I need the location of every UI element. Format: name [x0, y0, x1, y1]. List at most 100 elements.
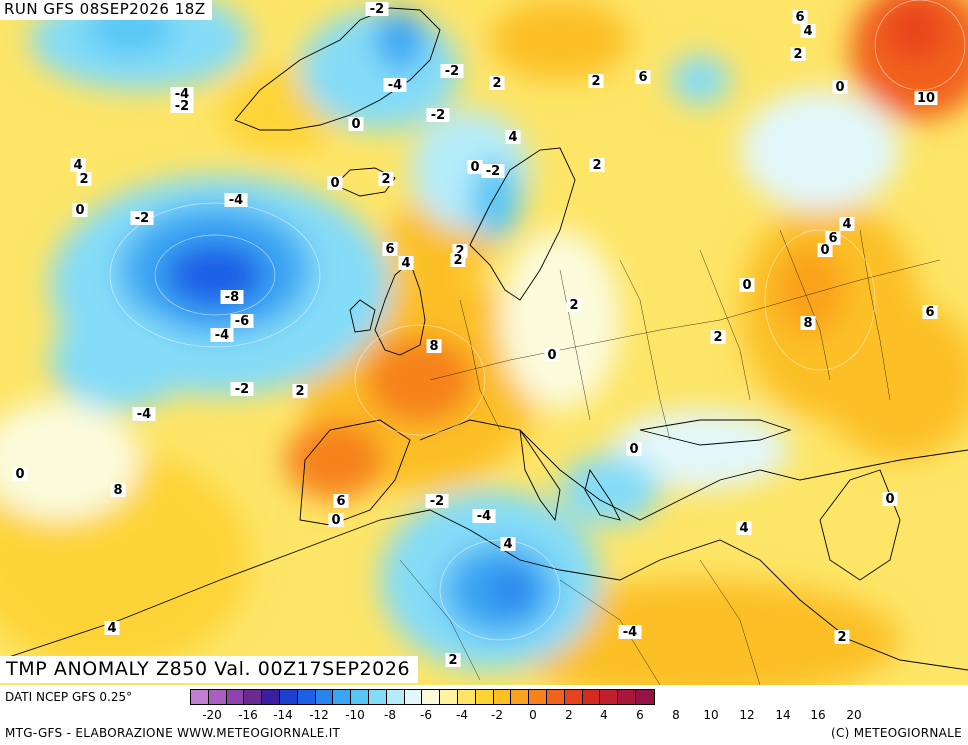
anomaly-label: 4 [70, 158, 86, 173]
anomaly-label: 2 [589, 158, 605, 173]
svg-text:6: 6 [336, 494, 345, 509]
anomaly-label: 2 [292, 384, 308, 399]
iceland-coast [334, 167, 396, 197]
svg-text:8: 8 [113, 483, 122, 498]
anomaly-label: 2 [489, 76, 505, 91]
color-scale-swatch [244, 690, 263, 704]
svg-text:-4: -4 [175, 87, 189, 102]
svg-text:4: 4 [73, 158, 82, 173]
svg-text:4: 4 [803, 24, 812, 39]
anomaly-label: 4 [104, 621, 120, 636]
anomaly-label: 6 [825, 231, 841, 246]
svg-text:2: 2 [295, 384, 304, 399]
anomaly-label: 2 [710, 330, 726, 345]
anomaly-label: 2 [378, 172, 394, 187]
anomaly-label: 6 [922, 305, 938, 320]
anomaly-label: 8 [800, 316, 816, 331]
svg-text:8: 8 [429, 339, 438, 354]
svg-text:-6: -6 [235, 314, 249, 329]
italy-coast [519, 429, 561, 522]
anomaly-label: 0 [467, 160, 483, 175]
color-scale-swatch [368, 690, 387, 704]
svg-text:-4: -4 [388, 78, 402, 93]
color-scale-swatch [208, 690, 227, 704]
caspian-coast [819, 469, 901, 581]
data-source: DATI NCEP GFS 0.25° [5, 690, 133, 704]
color-scale-tick: 14 [775, 708, 791, 722]
svg-text:6: 6 [638, 70, 647, 85]
color-scale-swatch [333, 690, 352, 704]
color-scale-tick: 12 [739, 708, 755, 722]
anomaly-label: 6 [333, 494, 349, 509]
anomaly-label: 0 [544, 348, 560, 363]
svg-text:-4: -4 [229, 193, 243, 208]
anomaly-label: -2 [170, 99, 194, 114]
svg-text:4: 4 [401, 256, 410, 271]
greenland-coast [234, 7, 441, 131]
anomaly-label: 0 [72, 203, 88, 218]
color-scale-swatches [190, 689, 655, 705]
anomaly-label: -4 [210, 328, 234, 343]
svg-text:4: 4 [107, 621, 116, 636]
color-scale-swatch [546, 690, 565, 704]
svg-text:2: 2 [837, 630, 846, 645]
svg-text:0: 0 [470, 160, 479, 175]
anomaly-label: 4 [500, 537, 516, 552]
color-scale-tick: 0 [529, 708, 537, 722]
anomaly-label: -2 [425, 494, 449, 509]
svg-text:6: 6 [385, 242, 394, 257]
color-scale-ticks: -20 -16 -14 -12 -10 -8 -6 -4 -2 0 2 4 6 8 10 12 14 16 20 [190, 708, 861, 724]
anomaly-label: -4 [132, 407, 156, 422]
svg-text:4: 4 [739, 521, 748, 536]
color-scale-tick: -16 [238, 708, 258, 722]
anomaly-label: 0 [626, 442, 642, 457]
coastlines [0, 7, 968, 671]
svg-text:-4: -4 [215, 328, 229, 343]
anomaly-label: 2 [588, 74, 604, 89]
color-scale-tick: 16 [810, 708, 826, 722]
svg-text:-2: -2 [175, 99, 189, 114]
color-scale-swatch [226, 690, 245, 704]
color-scale-swatch [351, 690, 369, 704]
color-scale-swatch [297, 690, 316, 704]
footer-copyright: (C) METEOGIORNALE [830, 726, 962, 740]
anomaly-label: 0 [348, 117, 364, 132]
color-scale-swatch [262, 690, 280, 704]
color-scale-swatch [440, 690, 458, 704]
svg-text:-2: -2 [486, 164, 500, 179]
anomaly-label: 2 [834, 630, 850, 645]
svg-text:-2: -2 [445, 64, 459, 79]
svg-text:10: 10 [917, 91, 935, 106]
svg-text:0: 0 [75, 203, 84, 218]
run-header: RUN GFS 08SEP2026 18Z [0, 0, 212, 20]
svg-text:2: 2 [793, 47, 802, 62]
svg-text:2: 2 [453, 253, 462, 268]
color-scale-tick: 20 [846, 708, 862, 722]
anomaly-label: -2 [365, 2, 389, 17]
anomaly-label: 0 [739, 278, 755, 293]
svg-text:2: 2 [492, 76, 501, 91]
svg-text:4: 4 [842, 217, 851, 232]
color-scale-swatch [279, 690, 298, 704]
svg-text:4: 4 [508, 130, 517, 145]
color-scale-swatch [493, 690, 512, 704]
anomaly-map: -2 6 4 2 0 -4 -2 2 2 6 10 -4 -2 0 -2 4 0 -2 2 4 2 0 2 0 -4 -2 4 6 0 2… [0, 0, 968, 685]
anomaly-label: 8 [426, 339, 442, 354]
svg-text:2: 2 [591, 74, 600, 89]
svg-text:-2: -2 [235, 382, 249, 397]
svg-text:-4: -4 [137, 407, 151, 422]
color-scale-swatch [618, 690, 636, 704]
color-scale-swatch [511, 690, 530, 704]
svg-text:0: 0 [835, 80, 844, 95]
anomaly-label: 2 [445, 653, 461, 668]
anomaly-label: -2 [440, 64, 464, 79]
svg-text:4: 4 [503, 537, 512, 552]
color-scale-tick: -12 [309, 708, 329, 722]
svg-text:6: 6 [925, 305, 934, 320]
svg-text:-2: -2 [135, 211, 149, 226]
svg-text:2: 2 [455, 244, 464, 259]
svg-text:0: 0 [15, 467, 24, 482]
color-scale-tick: 6 [636, 708, 644, 722]
